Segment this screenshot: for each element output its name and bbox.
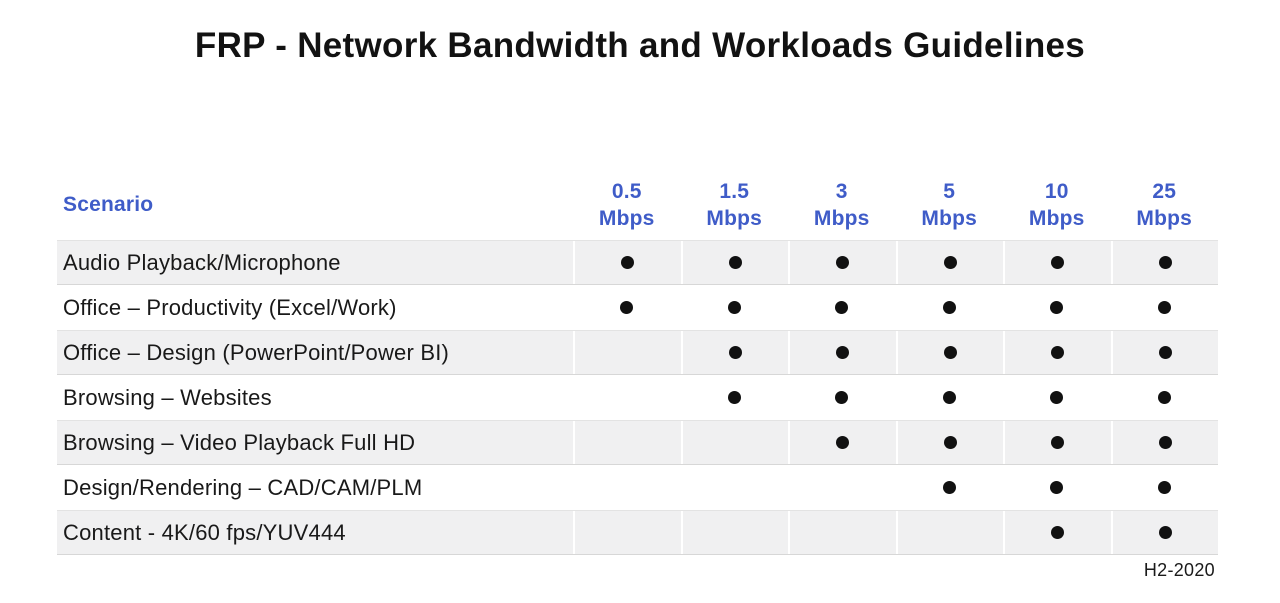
row-label: Audio Playback/Microphone [63,249,341,275]
row-label: Office – Productivity (Excel/Work) [63,294,397,320]
row-label: Design/Rendering – CAD/CAM/PLM [63,474,423,500]
bandwidth-column-header: 5 Mbps [921,180,978,230]
dot-cell [680,331,789,374]
dot-cell [1003,465,1111,510]
table-body: Audio Playback/Microphone Office – Produc… [57,240,1218,555]
dot-icon [942,391,956,404]
table-row: Browsing – Video Playback Full HD [57,420,1218,465]
dot-cell [681,285,789,330]
dot-cell [788,375,896,420]
dot-icon [835,391,849,404]
dot-cell [895,241,1004,284]
dot-icon [1158,436,1172,449]
dot-cell [788,465,896,510]
dot-cell [681,465,789,510]
dot-icon [1158,526,1172,539]
dot-cell [788,331,896,374]
dot-cell [1110,421,1219,464]
row-label: Office – Design (PowerPoint/Power BI) [63,339,450,365]
footer-date: H2-2020 [1143,560,1215,580]
dot-cell [1110,331,1219,374]
bandwidth-column-header: 3 Mbps [813,180,870,230]
row-label: Content - 4K/60 fps/YUV444 [63,519,346,545]
dot-icon [620,301,634,314]
dot-cell [1110,511,1219,554]
dot-cell [1003,331,1111,374]
dot-icon [942,481,956,494]
dot-cell [1003,421,1111,464]
dot-cell [896,465,1004,510]
dot-cell [681,375,789,420]
dot-cell [788,421,896,464]
dot-cell [573,465,681,510]
dot-icon [727,301,741,314]
dot-icon [943,256,957,269]
dot-icon [728,256,742,269]
table-row: Content - 4K/60 fps/YUV444 [57,510,1218,555]
dot-icon [1158,346,1172,359]
dot-cell [1003,375,1111,420]
dot-cell [573,421,681,464]
dot-icon [1050,481,1064,494]
dot-icon [1051,436,1065,449]
dot-cell [680,241,789,284]
dot-icon [943,436,957,449]
dot-icon [1051,346,1065,359]
dot-cell [1003,241,1111,284]
table-row: Browsing – Websites [57,375,1218,420]
dot-cell [573,511,681,554]
dot-icon [621,256,635,269]
dot-icon [836,256,850,269]
dot-cell [895,331,1004,374]
dot-cell [1111,285,1219,330]
row-label: Browsing – Websites [63,384,272,410]
row-label: Browsing – Video Playback Full HD [63,429,416,455]
table-row: Audio Playback/Microphone [57,240,1218,285]
dot-icon [1050,301,1064,314]
dot-icon [1157,391,1171,404]
bandwidth-table: Scenario 0.5 Mbps 1.5 Mbps 3 Mbps 5 Mbps 10 Mbps 2… [57,170,1218,555]
dot-cell [788,511,896,554]
dot-icon [1050,391,1064,404]
dot-cell [788,285,896,330]
bandwidth-column-header: 25 Mbps [1136,180,1193,230]
bandwidth-column-header: 10 Mbps [1028,180,1085,230]
dot-cell [896,375,1004,420]
dot-cell [1003,285,1111,330]
dot-cell [680,511,789,554]
dot-cell [1003,511,1111,554]
dot-cell [573,375,681,420]
dot-icon [1051,526,1065,539]
dot-icon [835,301,849,314]
dot-cell [895,511,1004,554]
scenario-column-header: Scenario [63,193,154,216]
dot-icon [1051,256,1065,269]
dot-cell [573,285,681,330]
bandwidth-column-header: 0.5 Mbps [598,180,655,230]
dot-icon [836,436,850,449]
dot-icon [727,391,741,404]
table-row: Office – Design (PowerPoint/Power BI) [57,330,1218,375]
dot-icon [943,346,957,359]
dot-icon [942,301,956,314]
dot-cell [1110,241,1219,284]
dot-cell [573,241,681,284]
dot-cell [573,331,681,374]
table-header-row: Scenario 0.5 Mbps 1.5 Mbps 3 Mbps 5 Mbps 10 Mbps 2… [57,170,1218,240]
table-row: Design/Rendering – CAD/CAM/PLM [57,465,1218,510]
table-row: Office – Productivity (Excel/Work) [57,285,1218,330]
dot-cell [895,421,1004,464]
dot-cell [680,421,789,464]
dot-cell [1111,465,1219,510]
dot-cell [896,285,1004,330]
dot-icon [1157,301,1171,314]
bandwidth-column-header: 1.5 Mbps [706,180,763,230]
dot-icon [728,346,742,359]
page-title: FRP - Network Bandwidth and Workloads Gu… [194,26,1086,65]
dot-icon [1157,481,1171,494]
dot-icon [836,346,850,359]
dot-cell [788,241,896,284]
dot-icon [1158,256,1172,269]
dot-cell [1111,375,1219,420]
